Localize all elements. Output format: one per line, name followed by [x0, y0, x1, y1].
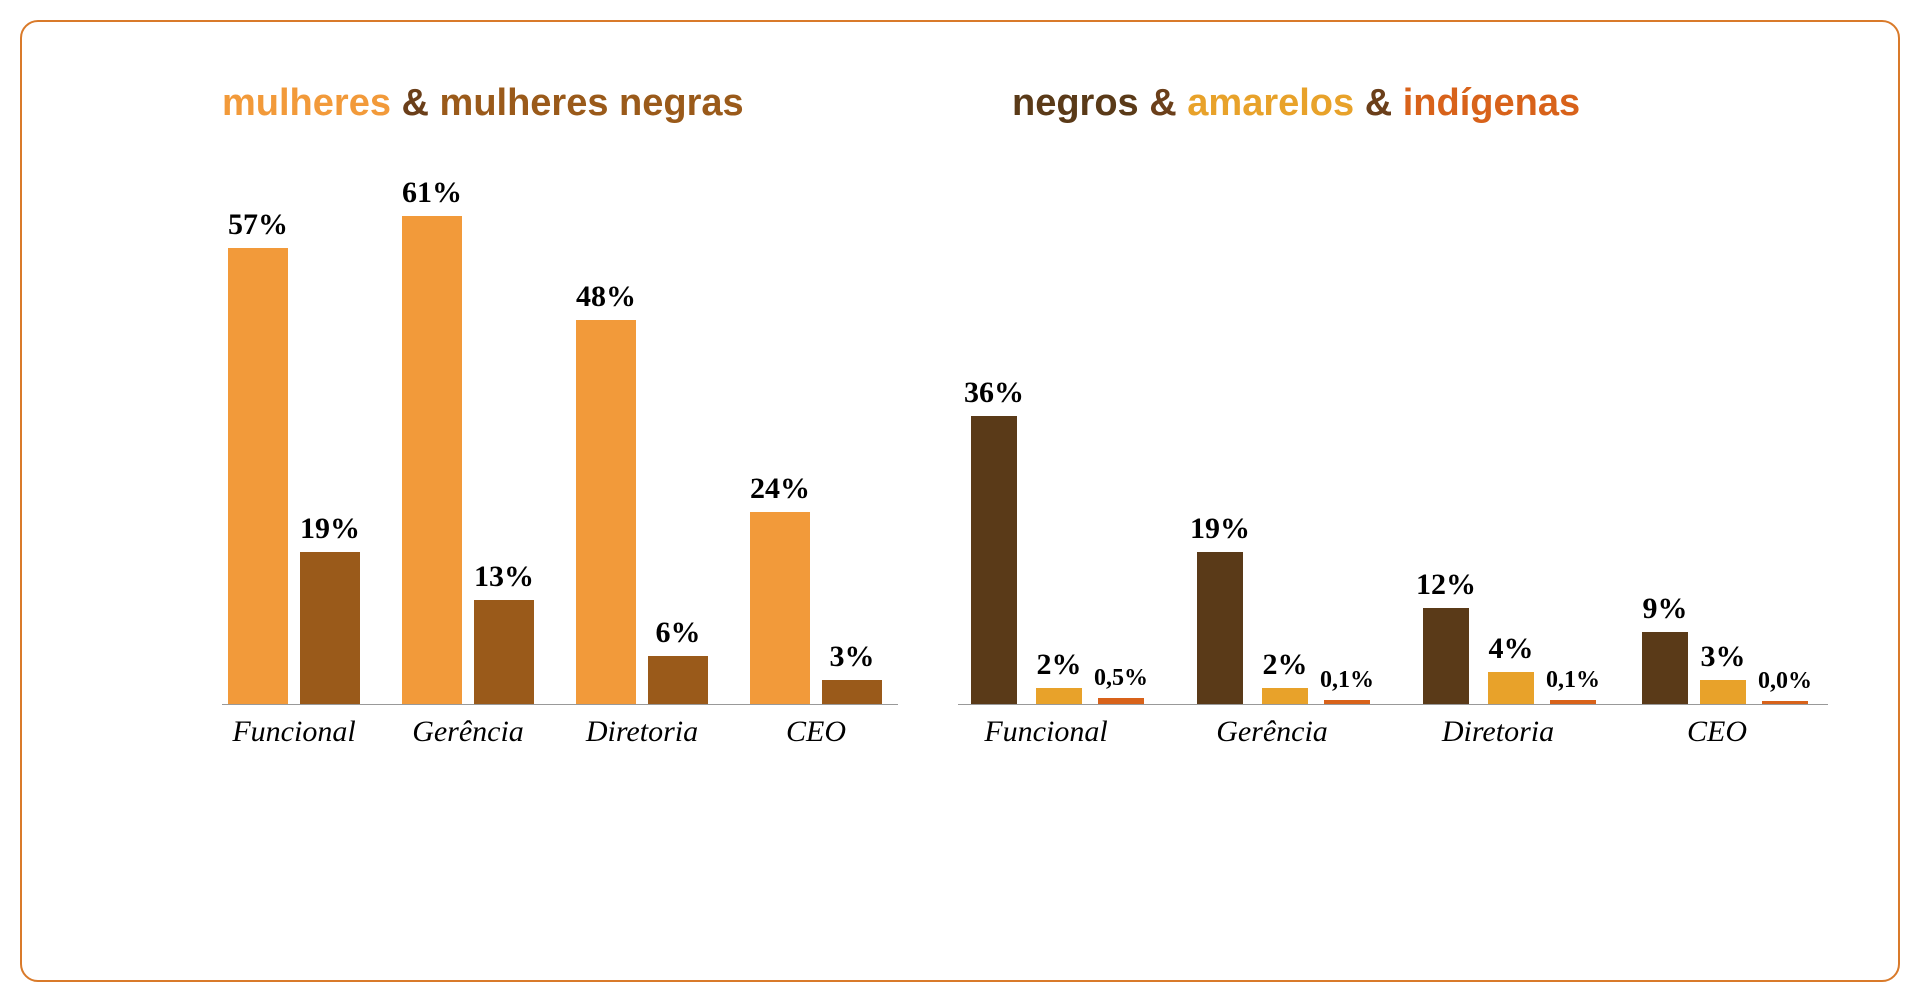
bar-wrap: 3%	[1700, 640, 1746, 704]
bar	[228, 248, 288, 704]
bar-value-label: 0,1%	[1320, 667, 1374, 694]
bar	[1098, 698, 1144, 704]
bar-value-label: 6%	[656, 616, 701, 650]
bar-value-label: 61%	[402, 176, 462, 210]
category-labels-row: Funcional Gerência Diretoria CEO Funcional Ge…	[222, 715, 1838, 749]
bar	[1423, 608, 1469, 704]
bar-wrap: 0,0%	[1758, 668, 1812, 704]
bar-value-label: 19%	[300, 512, 360, 546]
bar-group: 12% 4% 0,1%	[1410, 568, 1606, 704]
charts-row: 57%19%61%13%48%6%24%3% 36%2%0,5%19%2%0,1…	[222, 185, 1838, 705]
bar-wrap: 12%	[1416, 568, 1476, 704]
bar	[402, 216, 462, 704]
bar	[474, 600, 534, 704]
category-label: Diretoria	[1400, 715, 1596, 749]
bar	[1488, 672, 1534, 704]
title-part: mulheres	[222, 82, 391, 124]
bar	[1036, 688, 1082, 704]
bar	[1324, 700, 1370, 704]
bar-value-label: 3%	[1701, 640, 1746, 674]
bar-wrap: 2%	[1036, 648, 1082, 704]
bar-group: 19% 2% 0,1%	[1184, 512, 1380, 704]
bar	[1700, 680, 1746, 704]
bar-group: 36% 2% 0,5%	[958, 376, 1154, 704]
titles-row: mulheres & mulheres negras negros & amar…	[222, 82, 1838, 125]
bar-group: 57% 19%	[222, 208, 366, 704]
bar-wrap: 19%	[1190, 512, 1250, 704]
bar-value-label: 3%	[830, 640, 875, 674]
bar-wrap: 0,1%	[1546, 667, 1600, 704]
bar-wrap: 19%	[300, 512, 360, 704]
bar-value-label: 2%	[1263, 648, 1308, 682]
category-label: CEO	[744, 715, 888, 749]
title-part: indígenas	[1403, 82, 1580, 124]
bar-value-label: 0,5%	[1094, 665, 1148, 692]
category-label: Funcional	[948, 715, 1144, 749]
bar-value-label: 12%	[1416, 568, 1476, 602]
category-label: Gerência	[1174, 715, 1370, 749]
bar	[822, 680, 882, 704]
title-left: mulheres & mulheres negras	[222, 82, 1012, 125]
bar-value-label: 9%	[1643, 592, 1688, 626]
bar	[750, 512, 810, 704]
bar-wrap: 3%	[822, 640, 882, 704]
bar	[648, 656, 708, 704]
bar-group: 24% 3%	[744, 472, 888, 704]
title-part: mulheres negras	[440, 82, 744, 124]
bar-group: 48% 6%	[570, 280, 714, 704]
bar-group: 61% 13%	[396, 176, 540, 704]
category-label: Gerência	[396, 715, 540, 749]
bar	[1642, 632, 1688, 704]
bar-wrap: 61%	[402, 176, 462, 704]
bar	[576, 320, 636, 704]
category-label: Funcional	[222, 715, 366, 749]
bar-wrap: 6%	[648, 616, 708, 704]
bar-wrap: 24%	[750, 472, 810, 704]
bar	[300, 552, 360, 704]
category-label: Diretoria	[570, 715, 714, 749]
chart-right: 36% 2% 0,5% 19% 2% 0,1% 12% 4% 0,1% 9% 3% 0,0%	[958, 185, 1828, 705]
bar-value-label: 4%	[1489, 632, 1534, 666]
bar-wrap: 48%	[576, 280, 636, 704]
title-part: &	[1354, 82, 1403, 124]
bar	[1197, 552, 1243, 704]
bar-value-label: 57%	[228, 208, 288, 242]
bar-wrap: 2%	[1262, 648, 1308, 704]
bar	[1762, 701, 1808, 704]
bar-wrap: 4%	[1488, 632, 1534, 704]
bar	[1550, 700, 1596, 704]
bar-value-label: 2%	[1037, 648, 1082, 682]
bar	[971, 416, 1017, 704]
title-part: negros	[1012, 82, 1139, 124]
bar-wrap: 36%	[964, 376, 1024, 704]
bar-wrap: 57%	[228, 208, 288, 704]
bar-value-label: 13%	[474, 560, 534, 594]
bar-value-label: 0,0%	[1758, 668, 1812, 695]
bar-value-label: 36%	[964, 376, 1024, 410]
title-part: &	[1139, 82, 1188, 124]
bar-wrap: 0,5%	[1094, 665, 1148, 704]
chart-frame: mulheres & mulheres negras negros & amar…	[20, 20, 1900, 982]
bar-group: 9% 3% 0,0%	[1636, 592, 1818, 704]
bar-wrap: 13%	[474, 560, 534, 704]
category-label: CEO	[1626, 715, 1808, 749]
title-right: negros & amarelos & indígenas	[1012, 82, 1580, 125]
bar-value-label: 19%	[1190, 512, 1250, 546]
bar-value-label: 0,1%	[1546, 667, 1600, 694]
title-part: amarelos	[1187, 82, 1354, 124]
bar-wrap: 9%	[1642, 592, 1688, 704]
chart-left: 57%19%61%13%48%6%24%3%	[222, 185, 898, 705]
bar	[1262, 688, 1308, 704]
bar-value-label: 48%	[576, 280, 636, 314]
bar-wrap: 0,1%	[1320, 667, 1374, 704]
bar-value-label: 24%	[750, 472, 810, 506]
title-part: &	[391, 82, 440, 124]
